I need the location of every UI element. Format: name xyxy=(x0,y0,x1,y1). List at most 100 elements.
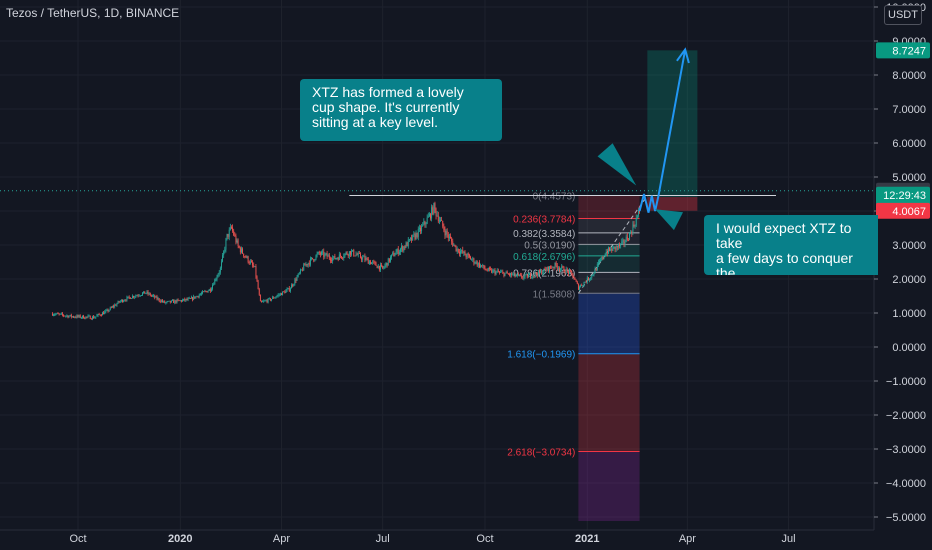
candle-body xyxy=(461,249,463,252)
candle-body xyxy=(76,315,78,318)
candle-body xyxy=(289,288,291,292)
candle-body xyxy=(610,248,612,251)
candle-body xyxy=(114,304,116,307)
candle-body xyxy=(580,284,582,287)
candle-body xyxy=(352,250,354,252)
candle-body xyxy=(491,269,493,273)
candle-body xyxy=(218,272,220,275)
candle-body xyxy=(275,296,277,298)
candle-body xyxy=(249,261,251,264)
candle-body xyxy=(356,254,358,256)
candle-body xyxy=(158,298,160,301)
candle-body xyxy=(553,267,555,269)
candle-body xyxy=(110,307,112,309)
currency-button[interactable]: USDT xyxy=(884,5,922,25)
candle-body xyxy=(496,270,498,272)
candle-body xyxy=(561,266,563,269)
candle-body xyxy=(498,272,500,273)
candle-body xyxy=(115,304,117,306)
candle-body xyxy=(398,251,400,255)
candle-body xyxy=(427,216,429,218)
candle-body xyxy=(358,253,360,254)
candle-body xyxy=(576,281,578,284)
candle-body xyxy=(541,270,543,275)
callout-cup-shape[interactable]: XTZ has formed a lovely cup shape. It's … xyxy=(300,79,502,141)
candle-body xyxy=(324,254,326,257)
candle-body xyxy=(84,318,86,320)
candle-body xyxy=(83,315,85,319)
candle-body xyxy=(100,315,102,317)
candle-body xyxy=(54,314,56,316)
candle-body xyxy=(593,273,595,275)
candle-body xyxy=(474,263,476,264)
candle-body xyxy=(284,291,286,293)
candle-body xyxy=(371,262,373,265)
candle-body xyxy=(112,306,113,308)
candle-body xyxy=(351,251,353,255)
candle-body xyxy=(129,297,131,299)
fib-level-label: 2.618(−3.0734) xyxy=(507,447,575,458)
candle-body xyxy=(156,296,158,300)
candle-body xyxy=(231,227,232,228)
candle-body xyxy=(204,291,206,292)
candle-body xyxy=(433,203,435,215)
candle-body xyxy=(620,243,622,246)
candle-body xyxy=(435,208,437,216)
candle-body xyxy=(584,281,586,283)
candle-body xyxy=(326,253,328,257)
candle-body xyxy=(263,300,265,302)
candle-body xyxy=(349,251,351,255)
candle-body xyxy=(505,272,507,274)
candle-body xyxy=(412,234,414,241)
candle-body xyxy=(309,258,311,265)
candle-body xyxy=(80,317,82,319)
candle-body xyxy=(385,262,387,266)
candle-body xyxy=(123,300,125,302)
candle-body xyxy=(301,269,302,271)
candle-body xyxy=(267,298,269,303)
fib-zone xyxy=(578,195,640,219)
candle-body xyxy=(154,295,156,298)
candle-body xyxy=(170,300,172,303)
candle-body xyxy=(571,270,573,274)
candle-body xyxy=(397,249,399,255)
candle-body xyxy=(362,257,364,260)
candle-body xyxy=(422,224,424,227)
candle-body xyxy=(466,253,468,258)
chart-grid xyxy=(0,0,874,530)
candle-body xyxy=(126,297,128,301)
candle-body xyxy=(81,315,83,318)
candle-body xyxy=(504,273,506,276)
candle-body xyxy=(627,239,629,241)
candle-body xyxy=(227,233,229,237)
candle-body xyxy=(552,267,554,269)
candle-body xyxy=(124,300,126,302)
candle-body xyxy=(465,255,467,258)
candle-body xyxy=(599,260,600,263)
callout-conquer-level[interactable]: I would expect XTZ to take a few days to… xyxy=(704,215,878,275)
candle-body xyxy=(564,272,566,274)
candle-body xyxy=(517,274,519,275)
candle-body xyxy=(99,314,101,316)
candle-body xyxy=(507,273,509,275)
candle-body xyxy=(581,284,583,286)
candle-body xyxy=(591,275,593,279)
candle-body xyxy=(179,300,181,302)
candle-body xyxy=(477,262,479,266)
candle-body xyxy=(173,300,175,303)
candle-body xyxy=(314,259,316,261)
candle-body xyxy=(392,252,394,255)
candle-body xyxy=(471,259,473,261)
candle-body xyxy=(96,315,98,317)
candle-body xyxy=(322,251,324,253)
candle-body xyxy=(169,300,171,303)
price-tick-label: 0.0000 xyxy=(892,342,926,354)
candle-body xyxy=(344,253,346,257)
candle-body xyxy=(542,272,544,275)
candle-body xyxy=(617,244,619,248)
candle-body xyxy=(567,270,569,274)
fib-level-label: 0.382(3.3584) xyxy=(513,229,575,240)
fib-zone xyxy=(578,255,640,273)
candle-body xyxy=(203,291,205,293)
